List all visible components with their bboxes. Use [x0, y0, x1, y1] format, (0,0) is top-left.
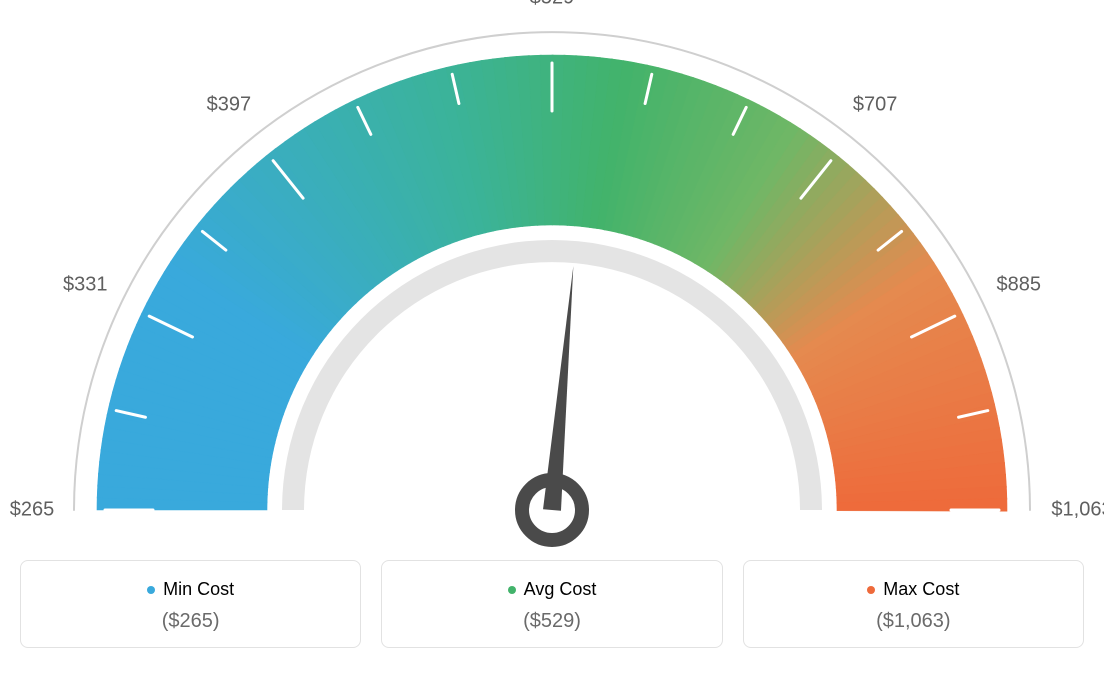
- gauge-tick-label: $529: [530, 0, 575, 10]
- cost-gauge-chart: $265$331$397$529$707$885$1,063 Min Cost …: [20, 20, 1084, 648]
- gauge-tick-label: $885: [997, 274, 1042, 297]
- gauge-tick-label: $265: [10, 499, 55, 522]
- legend-value: ($265): [31, 610, 350, 633]
- legend-label: Avg Cost: [524, 579, 597, 600]
- legend-title-avg: Avg Cost: [508, 579, 597, 600]
- gauge-tick-label: $397: [207, 94, 252, 117]
- gauge-svg: [20, 20, 1084, 550]
- legend-card-max: Max Cost ($1,063): [743, 560, 1084, 648]
- gauge-area: $265$331$397$529$707$885$1,063: [20, 20, 1084, 550]
- legend-label: Min Cost: [163, 579, 234, 600]
- legend-value: ($529): [392, 610, 711, 633]
- legend-card-min: Min Cost ($265): [20, 560, 361, 648]
- gauge-tick-label: $707: [853, 94, 898, 117]
- legend-title-min: Min Cost: [147, 579, 234, 600]
- dot-icon: [147, 586, 155, 594]
- legend-value: ($1,063): [754, 610, 1073, 633]
- legend-row: Min Cost ($265) Avg Cost ($529) Max Cost…: [20, 560, 1084, 648]
- legend-title-max: Max Cost: [867, 579, 959, 600]
- dot-icon: [508, 586, 516, 594]
- gauge-tick-label: $331: [63, 274, 108, 297]
- legend-label: Max Cost: [883, 579, 959, 600]
- legend-card-avg: Avg Cost ($529): [381, 560, 722, 648]
- dot-icon: [867, 586, 875, 594]
- gauge-tick-label: $1,063: [1051, 499, 1104, 522]
